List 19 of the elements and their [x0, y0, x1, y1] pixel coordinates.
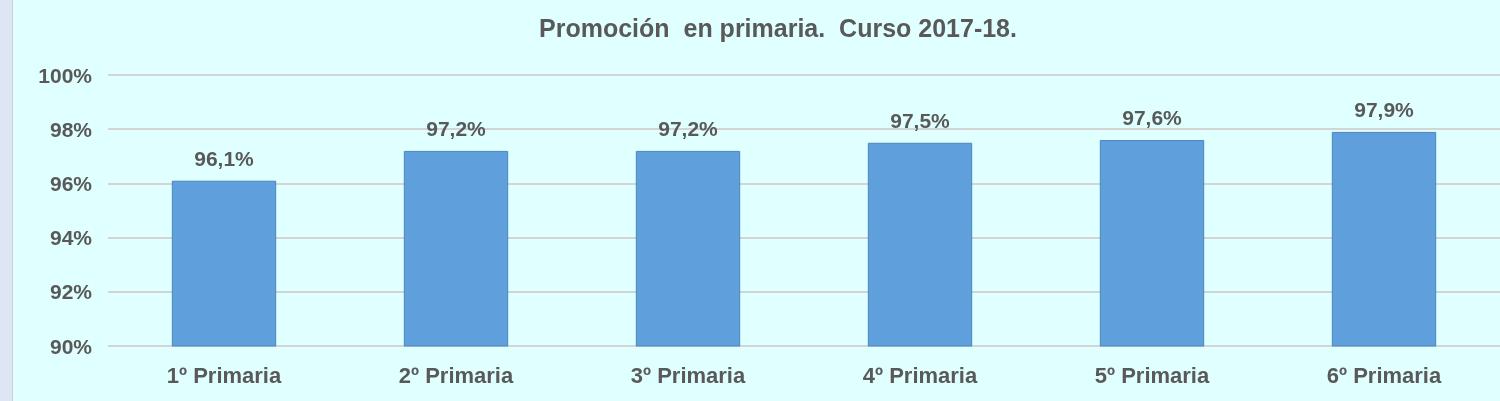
y-tick-label: 100% [38, 63, 93, 87]
x-tick-label: 3º Primaria [630, 362, 746, 388]
chart-title: Promoción en primaria. Curso 2017-18. [539, 13, 1017, 42]
y-tick-label: 96% [49, 171, 93, 195]
y-tick-label: 94% [49, 226, 93, 250]
data-label: 97,5% [890, 108, 951, 132]
y-tick-label: 98% [49, 117, 93, 141]
y-tick-label: 90% [49, 334, 93, 358]
data-label: 96,1% [194, 146, 255, 170]
y-tick-label: 92% [49, 280, 93, 304]
data-label: 97,9% [1354, 97, 1415, 121]
x-tick-label: 6º Primaria [1326, 362, 1442, 388]
x-tick-label: 5º Primaria [1094, 362, 1210, 388]
x-tick-label: 1º Primaria [166, 362, 282, 388]
data-label: 97,2% [658, 116, 719, 140]
data-label: 97,6% [1122, 106, 1183, 130]
x-tick-label: 4º Primaria [862, 362, 978, 388]
data-label: 97,2% [426, 116, 487, 140]
x-tick-label: 2º Primaria [398, 362, 514, 388]
